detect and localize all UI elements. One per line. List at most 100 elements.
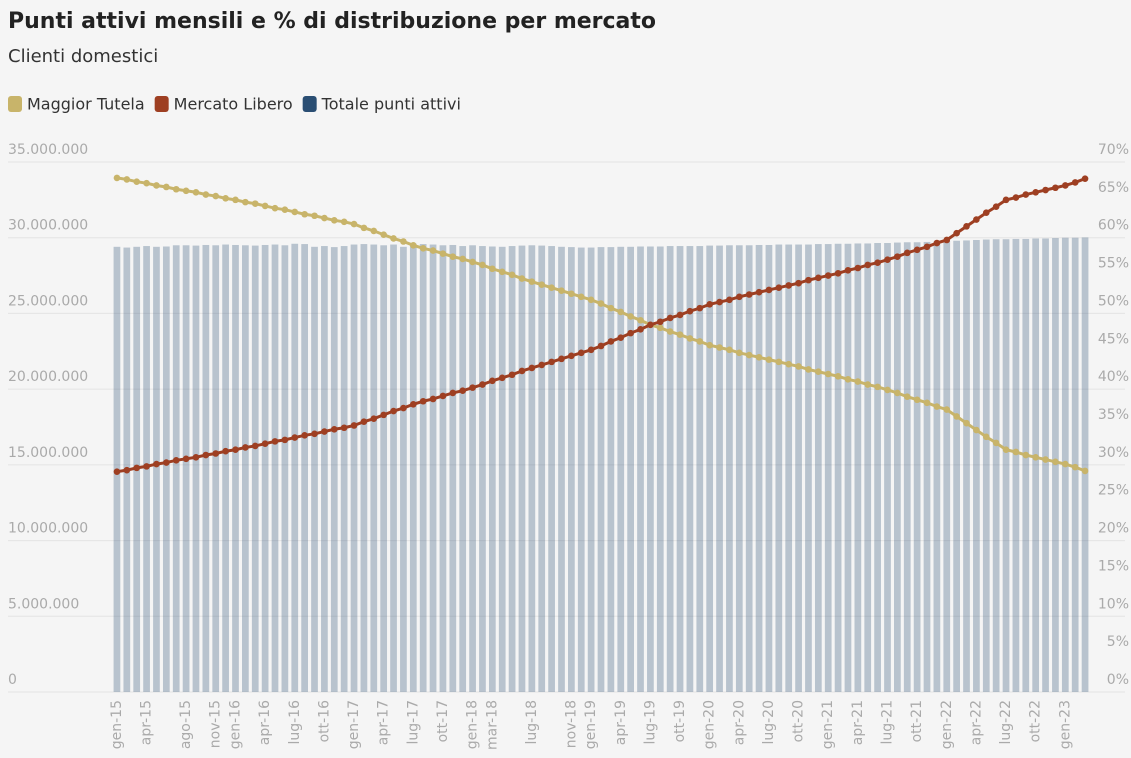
line-point <box>1002 196 1010 204</box>
line-point <box>291 208 299 216</box>
line-point <box>953 413 960 420</box>
bar <box>498 246 506 693</box>
bar <box>1012 238 1020 692</box>
bar <box>1022 238 1030 692</box>
line-point <box>903 393 911 401</box>
line-point <box>1022 191 1030 198</box>
line-point <box>805 366 812 373</box>
bar <box>360 244 368 692</box>
bar <box>874 243 881 692</box>
x-tick-label: nov-18 <box>563 700 579 748</box>
line-point <box>1052 184 1059 192</box>
y2-tick-label: 20% <box>1098 521 1129 537</box>
x-tick-label: ott-20 <box>791 700 807 742</box>
line-point <box>992 203 1000 210</box>
line-point <box>953 229 960 237</box>
line-point <box>192 453 200 461</box>
line-point <box>133 464 140 472</box>
bar <box>419 244 427 692</box>
bar <box>321 246 328 693</box>
bar <box>607 247 615 693</box>
chart-title: Punti attivi mensili e % di distribuzion… <box>8 9 656 34</box>
line-point <box>489 377 496 385</box>
line-point <box>350 220 358 228</box>
x-tick-label: ott-22 <box>1028 700 1044 742</box>
y-tick-label: 15.000.000 <box>8 445 88 461</box>
line-point <box>637 316 644 324</box>
bar <box>637 246 644 693</box>
bar <box>311 246 318 693</box>
bar <box>785 244 793 692</box>
bar <box>755 244 763 693</box>
bar <box>469 245 476 693</box>
line-point <box>884 386 891 394</box>
x-tick-label: gen-23 <box>1057 700 1073 749</box>
line-point <box>903 249 911 257</box>
bar <box>864 243 872 692</box>
line-point <box>410 241 417 249</box>
bar <box>854 243 862 692</box>
line-point <box>340 424 348 432</box>
line-point <box>795 363 802 370</box>
line-point <box>716 344 723 351</box>
line-point <box>429 395 437 403</box>
bar <box>726 245 733 693</box>
y2-tick-label: 25% <box>1098 483 1129 499</box>
line-point <box>785 360 792 368</box>
line-point <box>518 367 526 375</box>
line-point <box>281 436 289 444</box>
x-tick-label: apr-16 <box>257 700 273 745</box>
line-point <box>449 253 457 260</box>
line-point <box>143 179 150 187</box>
line-point <box>844 376 852 383</box>
bar <box>894 242 901 692</box>
x-tick-label: apr-22 <box>968 700 984 745</box>
x-tick-label: ott-21 <box>909 700 925 742</box>
bar <box>844 243 852 692</box>
legend-swatch <box>8 96 22 112</box>
line-point <box>123 466 131 474</box>
line-point <box>815 368 822 376</box>
line-point <box>627 313 634 320</box>
bar <box>745 245 753 693</box>
line-point <box>716 298 723 306</box>
bar <box>479 246 486 693</box>
line-point <box>330 425 338 433</box>
line-point <box>261 440 269 447</box>
bar <box>775 244 783 692</box>
bar <box>291 243 299 692</box>
line-point <box>963 419 970 427</box>
line-point <box>568 290 575 298</box>
line-point <box>400 238 407 245</box>
legend-label: Mercato Libero <box>174 95 293 114</box>
line-point <box>656 324 664 332</box>
line-point <box>637 326 644 333</box>
bar <box>271 244 279 692</box>
bar <box>963 240 970 692</box>
bar <box>765 244 773 693</box>
line-point <box>449 389 457 397</box>
line-point <box>874 383 881 391</box>
line-point <box>963 223 970 230</box>
line-point <box>232 196 239 204</box>
x-tick-label: lug-16 <box>287 700 303 745</box>
line-point <box>795 279 802 287</box>
line-point <box>686 307 694 315</box>
bar <box>439 245 447 693</box>
x-tick-label: gen-15 <box>109 700 125 749</box>
bar <box>162 246 170 693</box>
line-point <box>340 218 348 226</box>
bar <box>449 244 457 693</box>
x-tick-label: gen-18 <box>465 700 481 749</box>
line-point <box>242 198 249 206</box>
line-point <box>755 288 763 296</box>
line-point <box>765 286 773 294</box>
line-point <box>558 287 565 295</box>
line-point <box>380 411 387 419</box>
line-point <box>301 210 308 218</box>
x-tick-label: lug-17 <box>405 700 421 745</box>
line-point <box>923 243 931 251</box>
x-tick-label: apr-15 <box>139 700 155 745</box>
bar <box>666 246 674 693</box>
line-point <box>291 434 299 441</box>
